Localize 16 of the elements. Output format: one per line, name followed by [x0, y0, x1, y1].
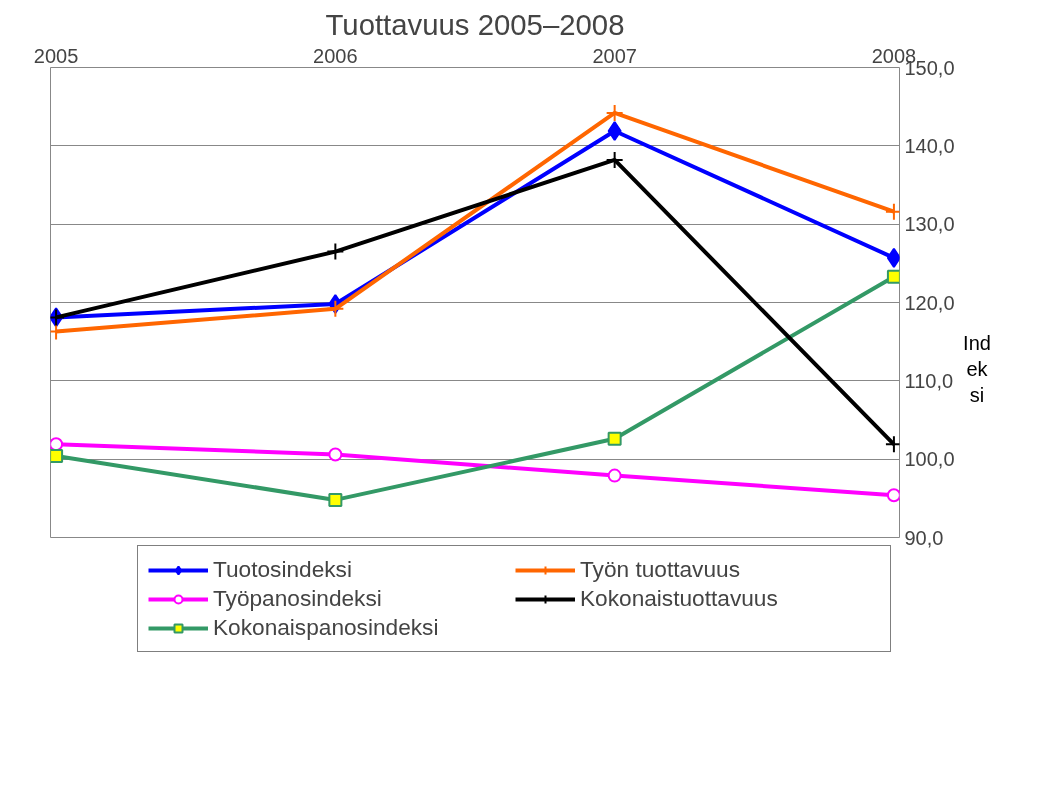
- y-tick-label: 90,0: [904, 526, 944, 549]
- y-tick-label: 110,0: [904, 369, 954, 392]
- y-axis-title: Indeksi: [962, 331, 992, 408]
- y-tick-label: 120,0: [904, 291, 955, 314]
- x-tick-label: 2006: [313, 44, 358, 67]
- y-tick-label: 140,0: [904, 134, 955, 157]
- legend-label: Työpanosindeksi: [213, 585, 383, 612]
- legend-label: Kokonaistuottavuus: [580, 585, 779, 612]
- x-tick-label: 2007: [592, 44, 637, 67]
- legend-label: Tuotosindeksi: [213, 556, 353, 583]
- legend-label: Kokonaispanosindeksi: [213, 614, 440, 641]
- y-tick-label: 130,0: [904, 213, 955, 236]
- x-tick-label: 2005: [33, 44, 79, 67]
- y-tick-label: 100,0: [904, 448, 955, 471]
- legend-label: Työn tuottavuus: [580, 556, 741, 583]
- chart-title: Tuottavuus 2005–2008: [325, 7, 625, 41]
